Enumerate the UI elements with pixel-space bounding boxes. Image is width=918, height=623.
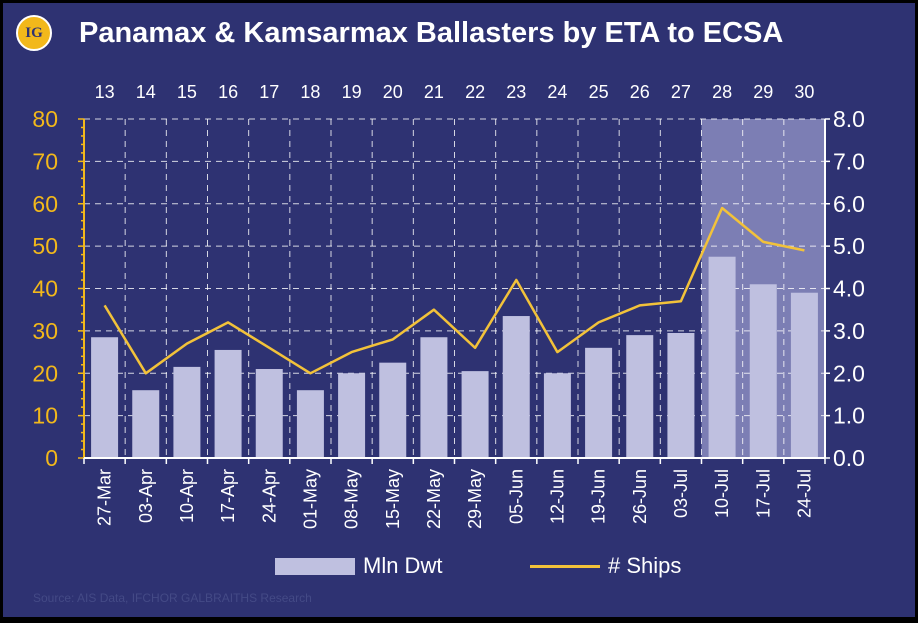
category-label: 08-May	[342, 469, 362, 529]
week-label: 21	[424, 82, 444, 102]
right-tick-label: 5.0	[833, 233, 865, 259]
week-label: 15	[177, 82, 197, 102]
category-label: 29-May	[465, 469, 485, 529]
category-label: 03-Apr	[136, 469, 156, 523]
bar-08-may	[338, 373, 365, 458]
week-label: 27	[671, 82, 691, 102]
legend-label-ships: # Ships	[608, 553, 681, 579]
left-tick-label: 70	[32, 148, 58, 174]
category-label: 24-Apr	[259, 469, 279, 523]
category-label: 19-Jun	[589, 469, 609, 524]
right-tick-label: 8.0	[833, 106, 865, 132]
category-label: 10-Jul	[712, 469, 732, 518]
bar-17-apr	[215, 350, 242, 458]
legend-label-mln-dwt: Mln Dwt	[363, 553, 442, 579]
legend-swatch-line	[530, 565, 600, 568]
bar-12-jun	[544, 373, 571, 458]
category-label: 05-Jun	[506, 469, 526, 524]
source-note: Source: AIS Data, IFCHOR GALBRAITHS Rese…	[33, 591, 312, 605]
category-label: 15-May	[383, 469, 403, 529]
week-label: 13	[95, 82, 115, 102]
right-tick-label: 3.0	[833, 318, 865, 344]
bar-05-jun	[503, 316, 530, 458]
bar-17-jul	[750, 284, 777, 458]
bar-26-jun	[626, 335, 653, 458]
left-tick-label: 40	[32, 276, 58, 302]
bar-19-jun	[585, 348, 612, 458]
bar-03-jul	[667, 333, 694, 458]
right-tick-label: 0.0	[833, 445, 865, 471]
week-label: 19	[342, 82, 362, 102]
right-tick-label: 6.0	[833, 191, 865, 217]
category-label: 12-Jun	[547, 469, 567, 524]
week-label: 20	[383, 82, 403, 102]
left-tick-label: 60	[32, 191, 58, 217]
bar-01-may	[297, 390, 324, 458]
right-tick-label: 2.0	[833, 360, 865, 386]
category-label: 03-Jul	[671, 469, 691, 518]
week-label: 30	[794, 82, 814, 102]
legend-item-mln-dwt: Mln Dwt	[275, 553, 442, 579]
left-tick-label: 80	[32, 106, 58, 132]
bar-27-mar	[91, 337, 118, 458]
week-label: 25	[589, 82, 609, 102]
category-label: 26-Jun	[630, 469, 650, 524]
category-label: 24-Jul	[794, 469, 814, 518]
category-label: 01-May	[300, 469, 320, 529]
week-label: 17	[259, 82, 279, 102]
bar-10-apr	[173, 367, 200, 458]
legend-item-ships: # Ships	[530, 553, 681, 579]
week-label: 23	[506, 82, 526, 102]
chart-svg: 0 10 20 30 40 50 60 70 80 0.0 1.0 2.0 3.0 4.0 5.0 6.0 7.…	[3, 3, 918, 623]
category-label: 17-Apr	[218, 469, 238, 523]
week-label: 18	[300, 82, 320, 102]
left-tick-label: 50	[32, 233, 58, 259]
category-label: 22-May	[424, 469, 444, 529]
bar-10-jul	[709, 257, 736, 458]
week-label: 22	[465, 82, 485, 102]
bar-24-apr	[256, 369, 283, 458]
week-label: 29	[753, 82, 773, 102]
left-tick-label: 30	[32, 318, 58, 344]
week-label: 14	[136, 82, 156, 102]
week-label: 24	[547, 82, 567, 102]
right-tick-label: 4.0	[833, 276, 865, 302]
legend-swatch-bar	[275, 558, 355, 575]
left-tick-label: 20	[32, 360, 58, 386]
right-tick-label: 1.0	[833, 403, 865, 429]
left-tick-label: 10	[32, 403, 58, 429]
week-label: 16	[218, 82, 238, 102]
bar-29-may	[462, 371, 489, 458]
week-label: 28	[712, 82, 732, 102]
bar-15-may	[379, 363, 406, 458]
category-label: 27-Mar	[95, 469, 115, 526]
bar-22-may	[420, 337, 447, 458]
category-label: 17-Jul	[753, 469, 773, 518]
bar-03-apr	[132, 390, 159, 458]
week-label: 26	[630, 82, 650, 102]
category-label: 10-Apr	[177, 469, 197, 523]
bar-24-jul	[791, 293, 818, 458]
right-tick-label: 7.0	[833, 148, 865, 174]
left-tick-label: 0	[45, 445, 58, 471]
